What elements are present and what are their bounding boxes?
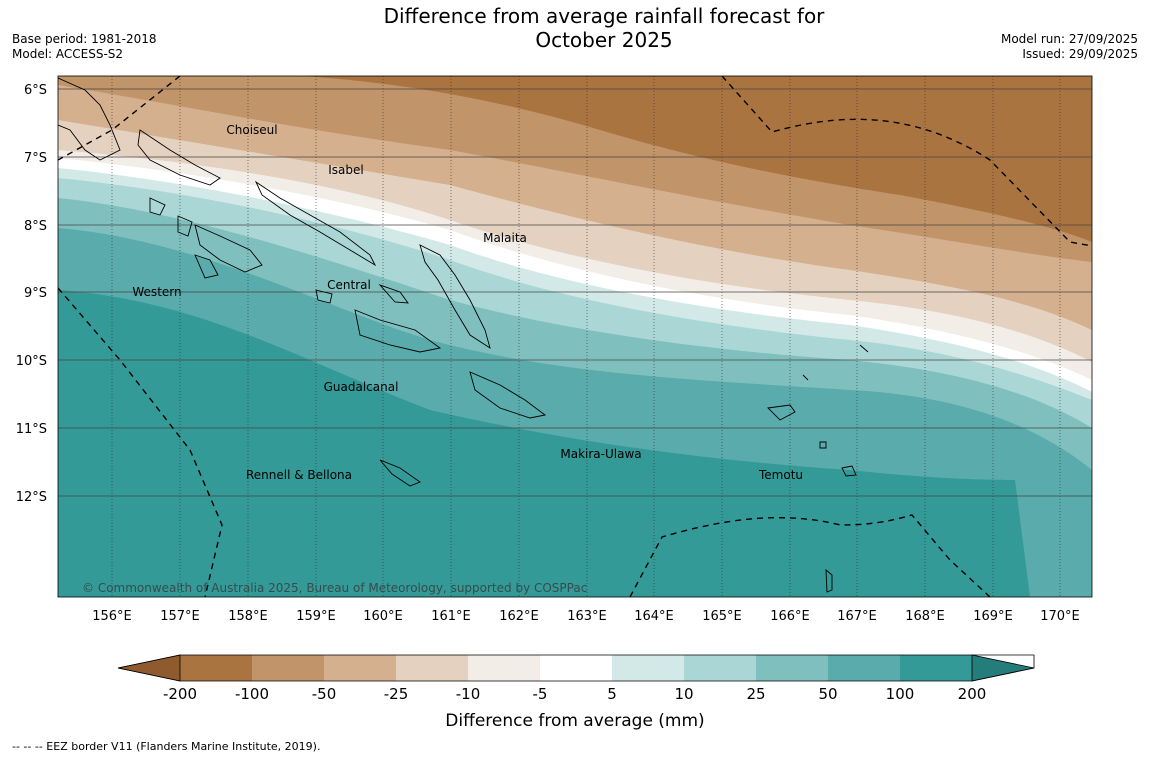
colorbar-label: Difference from average (mm): [445, 711, 704, 731]
meta-left: Base period: 1981-2018 Model: ACCESS-S2: [12, 32, 157, 62]
colorbar-swatch: [828, 655, 900, 681]
lon-label: 165°E: [702, 609, 742, 624]
colorbar-swatch: [118, 655, 180, 681]
colorbar-tick: -5: [533, 685, 548, 703]
coastlines: [58, 77, 869, 593]
colorbar-tick: -10: [456, 685, 481, 703]
map-title-line1: Difference from average rainfall forecas…: [383, 4, 825, 28]
new-georgia-coast: [194, 224, 263, 273]
lon-label: 163°E: [567, 609, 607, 624]
lat-label: 10°S: [16, 354, 47, 369]
colorbar-ticks: -200 -100 -50 -25 -10 -5 5 10 25 50 100 …: [163, 685, 986, 703]
lat-axis-labels: 6°S 7°S 8°S 9°S 10°S 11°S 12°S: [16, 83, 47, 505]
lat-label: 9°S: [24, 286, 47, 301]
lon-label: 164°E: [634, 609, 674, 624]
russell-islands-coast: [315, 289, 333, 304]
lon-label: 156°E: [92, 609, 132, 624]
meta-right: Model run: 27/09/2025 Issued: 29/09/2025: [1001, 32, 1138, 62]
colorbar-swatch: [972, 655, 1034, 681]
province-label: Western: [132, 285, 181, 299]
santa-cruz-coast: [767, 404, 796, 421]
province-label: Central: [327, 278, 371, 292]
colorbar-tick: -200: [163, 685, 197, 703]
isabel-coast: [254, 180, 377, 267]
province-labels: Choiseul Isabel Malaita Western Central …: [132, 123, 803, 482]
colorbar-tick: 5: [607, 685, 617, 703]
lon-label: 166°E: [770, 609, 810, 624]
province-label: Guadalcanal: [324, 380, 399, 394]
eez-note: -- -- -- EEZ border V11 (Flanders Marine…: [12, 740, 321, 753]
lon-label: 170°E: [1040, 609, 1080, 624]
bougainville-coast: [58, 77, 121, 161]
copyright-text: © Commonwealth of Australia 2025, Bureau…: [82, 581, 587, 595]
base-period: Base period: 1981-2018: [12, 32, 157, 46]
lat-label: 8°S: [24, 219, 47, 234]
kolombangara-coast: [177, 215, 193, 237]
colorbar-swatch: [324, 655, 396, 681]
colorbar: [117, 654, 1035, 682]
map-frame: [57, 75, 1093, 598]
model-run: Model run: 27/09/2025: [1000, 32, 1138, 46]
lon-label: 168°E: [905, 609, 945, 624]
colorbar-swatch: [396, 655, 468, 681]
colorbar-tick: 25: [746, 685, 765, 703]
nggela-coast: [378, 284, 409, 304]
colorbar-tick: -50: [312, 685, 337, 703]
lat-label: 11°S: [16, 422, 47, 437]
model-name: Model: ACCESS-S2: [12, 47, 124, 61]
utupua-coast: [819, 441, 827, 449]
lat-label: 7°S: [24, 151, 47, 166]
province-label: Rennell & Bellona: [246, 468, 352, 482]
rendova-coast: [194, 254, 219, 279]
malaita-coast: [419, 244, 491, 350]
colorbar-swatch: [900, 655, 972, 681]
colorbar-swatch: [540, 655, 612, 681]
province-label: Makira-Ulawa: [560, 447, 641, 461]
colorbar-tick: 10: [674, 685, 693, 703]
lon-label: 162°E: [499, 609, 539, 624]
band-neg200-neg100: [300, 76, 1092, 242]
map-title: Difference from average rainfall forecas…: [330, 4, 878, 52]
colorbar-tick: 100: [886, 685, 915, 703]
southern-islet-coast: [825, 569, 833, 593]
colorbar-swatch: [468, 655, 540, 681]
colorbar-swatch: [612, 655, 684, 681]
lon-label: 159°E: [296, 609, 336, 624]
lon-label: 160°E: [363, 609, 403, 624]
issued-date: Issued: 29/09/2025: [1022, 47, 1138, 61]
lon-label: 167°E: [837, 609, 877, 624]
province-label: Malaita: [483, 231, 527, 245]
eez-borders: [58, 76, 1092, 597]
vanikoro-coast: [841, 465, 857, 477]
colorbar-swatch: [180, 655, 252, 681]
lon-label: 158°E: [228, 609, 268, 624]
graticule-lat: [58, 88, 1092, 497]
choiseul-coast: [137, 129, 221, 186]
lon-label: 161°E: [431, 609, 471, 624]
lon-label: 169°E: [973, 609, 1013, 624]
rainfall-bands: [58, 76, 1092, 597]
colorbar-swatch: [684, 655, 756, 681]
vella-lavella-coast: [149, 197, 166, 216]
colorbar-tick: 200: [958, 685, 987, 703]
province-label: Isabel: [328, 163, 363, 177]
map-title-line2: October 2025: [535, 28, 673, 52]
duff-islet: [802, 374, 809, 381]
lon-axis-labels: 156°E 157°E 158°E 159°E 160°E 161°E 162°…: [92, 609, 1080, 624]
colorbar-swatch: [252, 655, 324, 681]
province-label: Choiseul: [226, 123, 277, 137]
province-label: Temotu: [758, 468, 803, 482]
lat-label: 6°S: [24, 83, 47, 98]
colorbar-tick: -25: [384, 685, 409, 703]
rennell-coast: [379, 459, 421, 487]
reef-islet: [859, 344, 869, 353]
makira-coast: [469, 371, 547, 419]
lat-label: 12°S: [16, 490, 47, 505]
colorbar-tick: -100: [235, 685, 269, 703]
colorbar-tick: 50: [818, 685, 837, 703]
lon-label: 157°E: [160, 609, 200, 624]
colorbar-swatch: [756, 655, 828, 681]
guadalcanal-coast: [354, 309, 442, 353]
